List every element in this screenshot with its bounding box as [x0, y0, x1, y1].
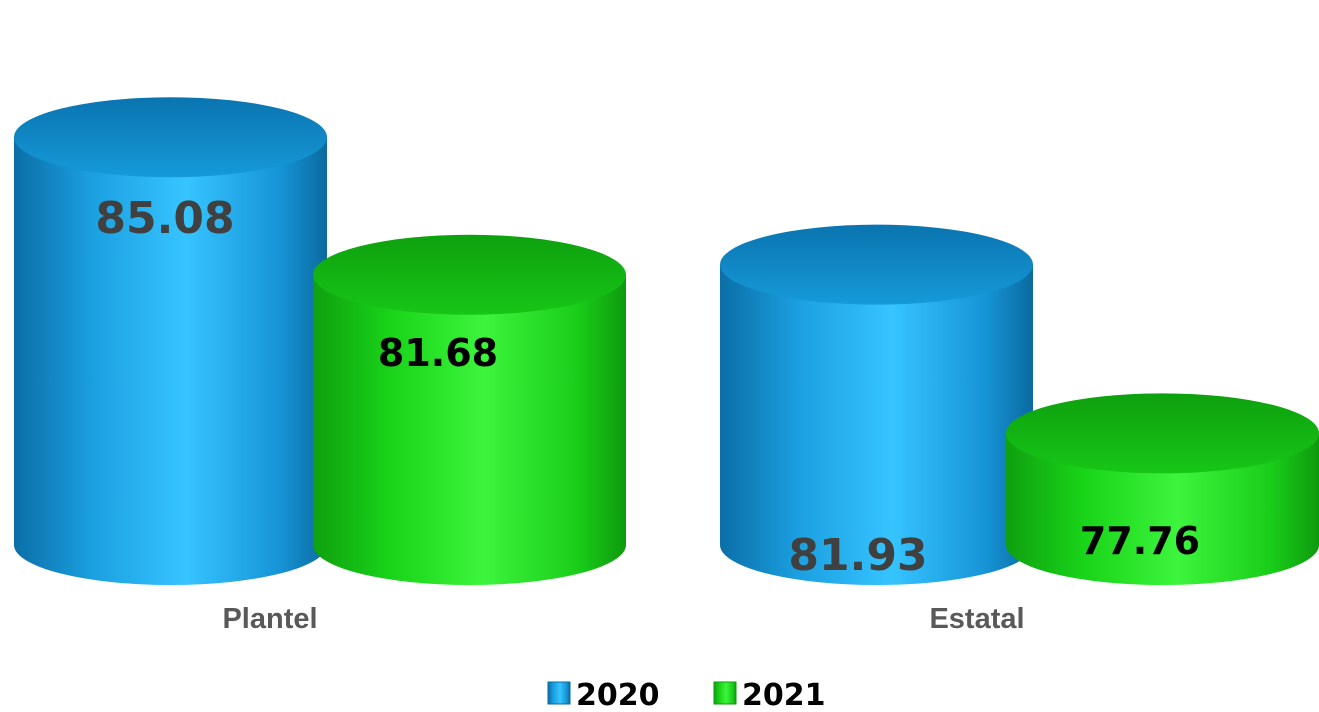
bar-body	[720, 264, 1033, 585]
bar-plantel-2021	[313, 234, 626, 585]
legend-swatch-2020	[547, 681, 571, 705]
bar-top	[720, 224, 1033, 305]
bar-estatal-2020	[720, 224, 1033, 585]
bar-body	[14, 137, 327, 585]
legend-label-2021: 2021	[742, 678, 826, 712]
bar-plantel-2020	[14, 97, 327, 585]
category-labels-layer: Plantel Estatal	[222, 603, 1024, 635]
value-label-plantel-2020: 85.08	[95, 193, 234, 244]
bars-layer	[14, 97, 1319, 585]
category-label-plantel: Plantel	[222, 603, 317, 635]
legend: 2020 2021	[547, 678, 826, 712]
legend-swatch-2021	[713, 681, 737, 705]
bar-top	[313, 234, 626, 315]
legend-item-2021: 2021	[713, 678, 826, 712]
value-label-estatal-2020: 81.93	[788, 530, 927, 581]
value-label-estatal-2021: 77.76	[1080, 519, 1200, 563]
bar-top	[1006, 393, 1319, 474]
category-label-estatal: Estatal	[929, 603, 1024, 635]
bar-estatal-2021	[1006, 393, 1319, 585]
bar-body	[313, 274, 626, 585]
bar-top	[14, 97, 327, 178]
legend-item-2020: 2020	[547, 678, 660, 712]
value-labels-layer: 85.08 81.68 81.93 77.76	[95, 193, 1200, 581]
value-label-plantel-2021: 81.68	[378, 331, 498, 375]
legend-label-2020: 2020	[576, 678, 660, 712]
bar-body	[1006, 433, 1319, 585]
